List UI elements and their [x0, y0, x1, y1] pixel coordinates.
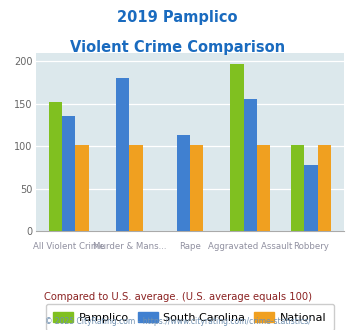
- Text: Compared to U.S. average. (U.S. average equals 100): Compared to U.S. average. (U.S. average …: [44, 292, 311, 302]
- Bar: [116, 78, 129, 231]
- Bar: [318, 145, 331, 231]
- Text: © 2025 CityRating.com - https://www.cityrating.com/crime-statistics/: © 2025 CityRating.com - https://www.city…: [45, 317, 310, 326]
- Text: Murder & Mans...: Murder & Mans...: [93, 242, 166, 251]
- Text: Rape: Rape: [179, 242, 201, 251]
- Bar: [230, 64, 244, 231]
- Text: Robbery: Robbery: [293, 242, 329, 251]
- Text: Violent Crime Comparison: Violent Crime Comparison: [70, 40, 285, 54]
- Bar: [190, 145, 203, 231]
- Text: 2019 Pamplico: 2019 Pamplico: [117, 10, 238, 25]
- Bar: [291, 145, 304, 231]
- Bar: [62, 116, 76, 231]
- Text: All Violent Crime: All Violent Crime: [33, 242, 105, 251]
- Bar: [304, 165, 318, 231]
- Legend: Pamplico, South Carolina, National: Pamplico, South Carolina, National: [45, 304, 334, 330]
- Bar: [49, 102, 62, 231]
- Bar: [176, 135, 190, 231]
- Bar: [244, 99, 257, 231]
- Bar: [129, 145, 143, 231]
- Bar: [76, 145, 89, 231]
- Bar: [257, 145, 271, 231]
- Text: Aggravated Assault: Aggravated Assault: [208, 242, 293, 251]
